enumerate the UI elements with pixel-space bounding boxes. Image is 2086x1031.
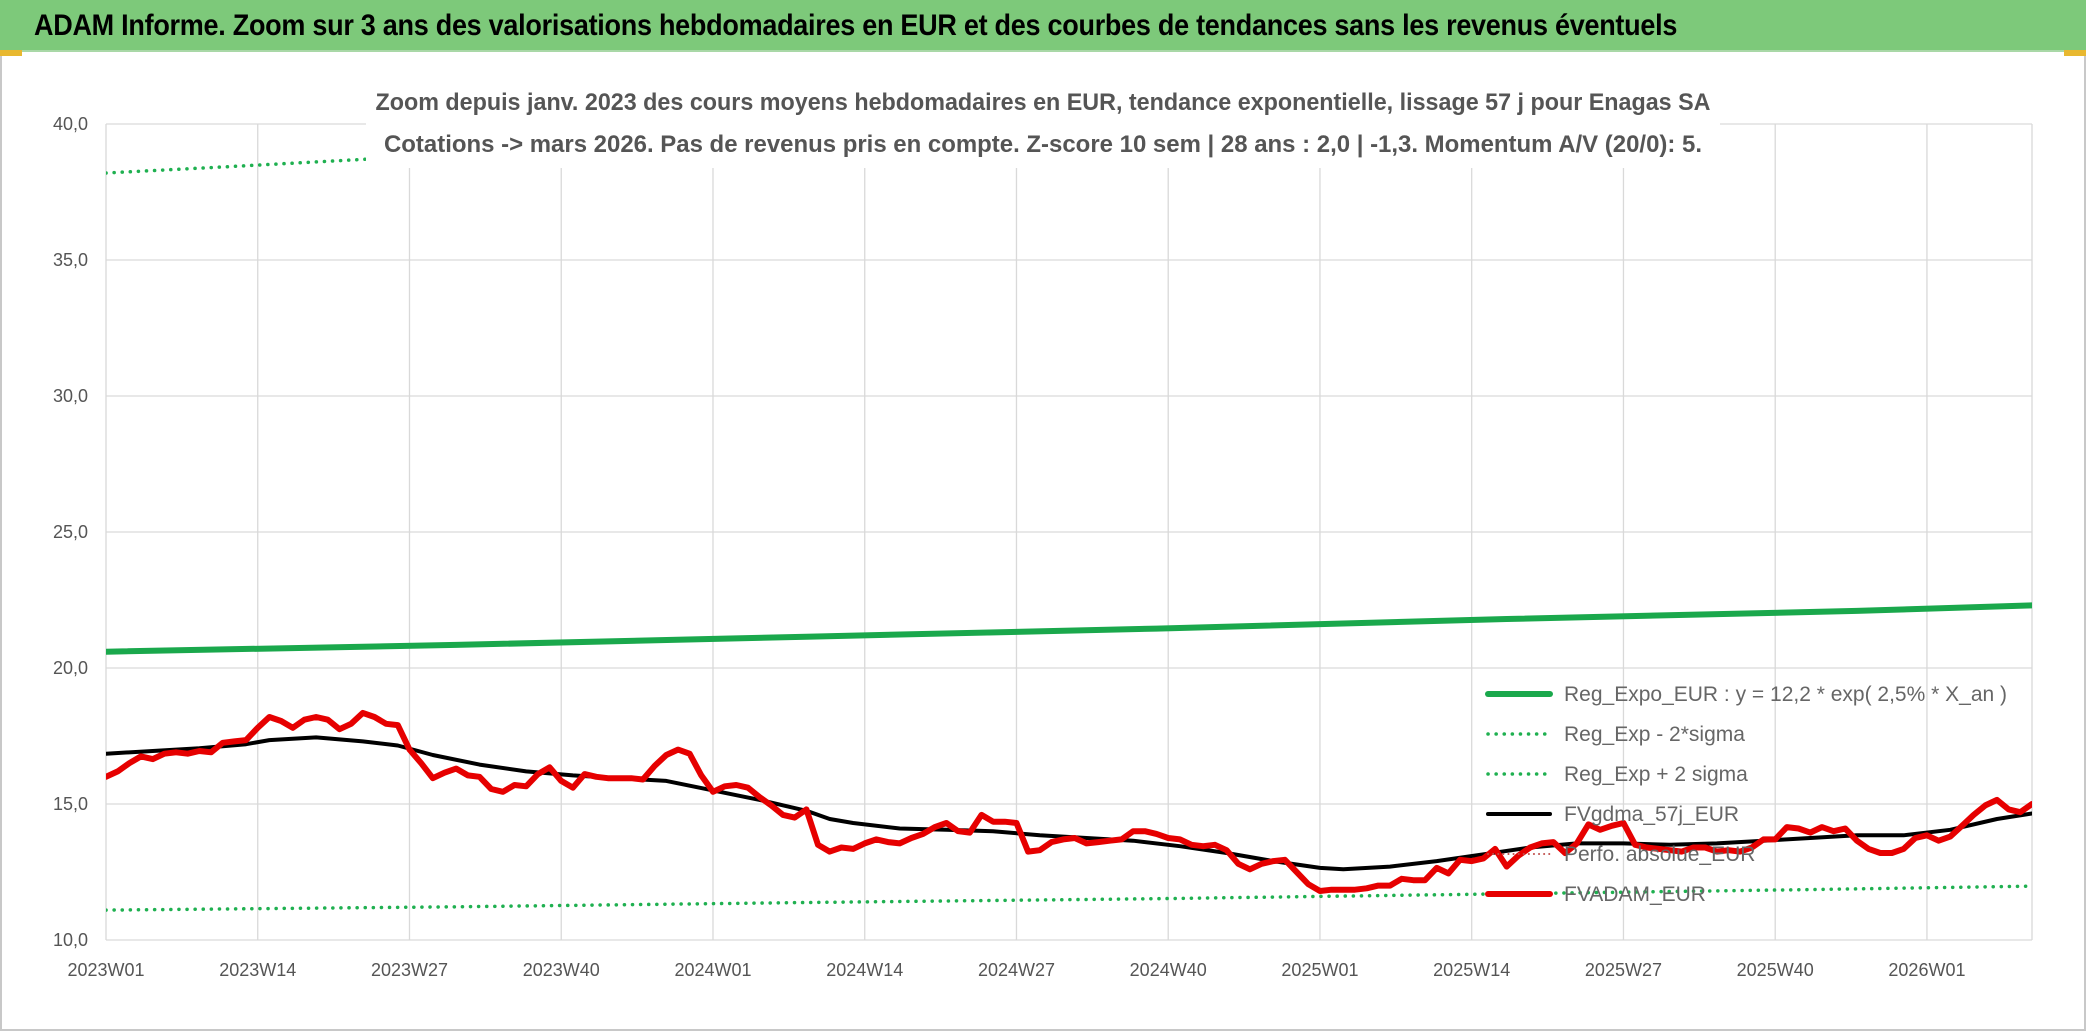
series-group — [106, 124, 2032, 912]
axes: 10,0 15,0 20,0 25,0 30,0 35,0 40,0 2023W01 2023W… — [53, 114, 1966, 980]
x-tick-label: 2025W01 — [1281, 960, 1358, 980]
chart-subtitle: Zoom depuis janv. 2023 des cours moyens … — [366, 76, 1720, 168]
x-tick-label: 2024W27 — [978, 960, 1055, 980]
y-tick-label: 35,0 — [53, 250, 88, 270]
x-tick-label: 2023W14 — [219, 960, 296, 980]
x-tick-label: 2024W14 — [826, 960, 903, 980]
legend-label: Reg_Exp + 2 sigma — [1564, 763, 1748, 786]
y-tick-label: 30,0 — [53, 386, 88, 406]
legend-label: FVgdma_57j_EUR — [1564, 803, 1739, 826]
series-line-fvadam-eur — [106, 709, 2032, 894]
legend-label: Perfo. absolue_EUR — [1564, 843, 1755, 866]
x-tick-label: 2025W14 — [1433, 960, 1510, 980]
series-line-reg-expo-eur — [106, 602, 2032, 655]
legend-label: Reg_Expo_EUR : y = 12,2 * exp( 2,5% * X_… — [1564, 683, 2007, 706]
grid — [105, 123, 2033, 941]
legend-label: Reg_Exp - 2*sigma — [1564, 723, 1745, 746]
right-corner-accent — [2064, 50, 2086, 56]
x-tick-label: 2025W40 — [1737, 960, 1814, 980]
legend-label: FVADAM_EUR — [1564, 883, 1706, 906]
x-tick-label: 2023W27 — [371, 960, 448, 980]
left-corner-accent — [0, 50, 22, 56]
y-tick-label: 25,0 — [53, 522, 88, 542]
y-tick-label: 20,0 — [53, 658, 88, 678]
page-title: ADAM Informe. Zoom sur 3 ans des valoris… — [34, 9, 1678, 42]
y-tick-label: 40,0 — [53, 114, 88, 134]
y-tick-label: 15,0 — [53, 794, 88, 814]
x-tick-label: 2023W01 — [67, 960, 144, 980]
title-banner: ADAM Informe. Zoom sur 3 ans des valoris… — [0, 0, 2086, 52]
x-tick-label: 2024W40 — [1130, 960, 1207, 980]
subtitle-line-1: Zoom depuis janv. 2023 des cours moyens … — [376, 89, 1711, 116]
x-tick-label: 2025W27 — [1585, 960, 1662, 980]
legend: Reg_Expo_EUR : y = 12,2 * exp( 2,5% * X_… — [1485, 683, 2007, 906]
x-tick-label: 2024W01 — [674, 960, 751, 980]
subtitle-background — [366, 76, 1720, 168]
x-tick-label: 2023W40 — [523, 960, 600, 980]
y-tick-label: 10,0 — [53, 930, 88, 950]
series-line-reg-exp — [106, 884, 2032, 912]
x-tick-label: 2026W01 — [1888, 960, 1965, 980]
subtitle-line-2: Cotations -> mars 2026. Pas de revenus p… — [384, 131, 1702, 158]
